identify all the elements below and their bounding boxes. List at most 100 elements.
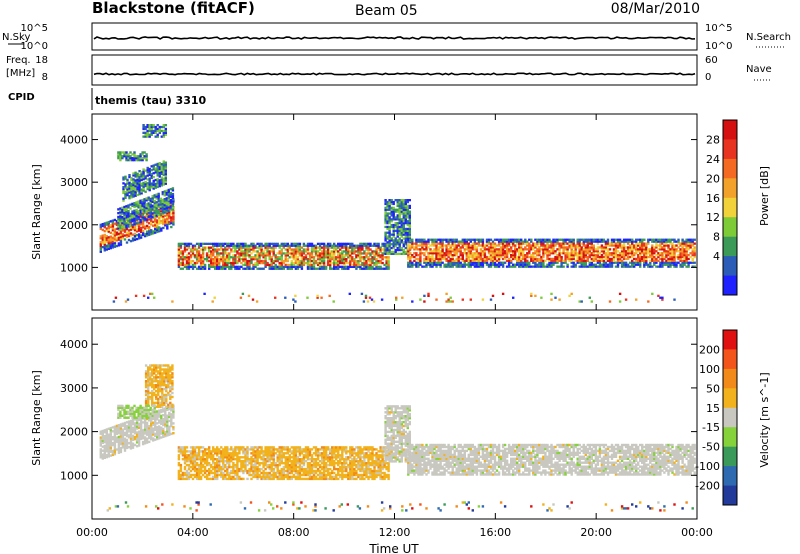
echo-cell [181,258,185,261]
echo-cell [564,238,567,241]
echo-cell [168,429,171,432]
echo-cell [380,298,384,301]
echo-cell [566,238,569,241]
echo-cell [651,244,654,247]
echo-cell [518,240,521,243]
echo-cell [129,445,133,448]
echo-cell [125,224,128,227]
echo-cell [337,263,340,267]
echo-cell [324,250,328,253]
echo-cell [148,415,151,418]
echo-cell [246,248,249,251]
echo-cell [141,435,145,438]
echo-cell [381,267,384,270]
echo-cell [163,190,166,193]
echo-cell [99,450,102,453]
echo-cell [151,212,154,215]
echo-cell [320,254,324,257]
echo-cell [125,421,129,424]
echo-cell [258,259,261,263]
echo-cell [637,263,640,266]
echo-cell [540,242,543,245]
echo-cell [137,227,141,230]
echo-cell [457,261,460,264]
echo-cell [149,382,152,385]
echo-cell [117,221,120,224]
echo-cell [242,254,245,257]
echo-cell [99,432,102,435]
echo-cell [109,243,112,246]
echo-cell [398,199,401,202]
echo-cell [411,238,414,241]
echo-cell [270,246,273,249]
echo-cell [685,250,688,253]
echo-cell [386,202,389,206]
echo-cell [244,267,247,270]
echo-cell [170,218,173,221]
echo-cell [165,189,168,192]
echo-cell [512,244,515,247]
echo-cell [228,256,231,259]
echo-cell [445,246,448,249]
echo-cell [653,250,656,253]
echo-cell [150,182,153,185]
echo-cell [145,153,148,156]
echo-cell [141,218,144,221]
echo-cell [471,263,474,266]
echo-cell [232,258,235,261]
echo-cell [554,242,557,245]
echo-cell [122,187,125,191]
echo-cell [121,229,125,232]
echo-cell [155,368,158,371]
echo-cell [201,256,205,259]
echo-cell [252,246,255,249]
echo-cell [296,256,300,259]
echo-cell [143,428,147,431]
echo-cell [407,265,410,268]
echo-cell [158,175,161,178]
echo-cell [495,259,499,262]
echo-cell [554,261,557,264]
echo-cell [544,265,547,268]
echo-cell [659,254,662,257]
echo-cell [105,227,108,230]
echo-cell [439,265,442,268]
echo-cell [568,254,571,257]
echo-cell [148,187,151,190]
echo-cell [234,267,237,270]
echo-cell [142,124,145,127]
echo-cell [168,419,171,423]
echo-cell [148,179,151,182]
echo-cell [172,426,175,429]
echo-cell [538,259,541,262]
echo-cell [117,437,121,441]
echo-cell [415,252,418,255]
echo-cell [181,263,185,267]
echo-cell [419,240,422,243]
echo-cell [335,258,338,261]
echo-cell [129,447,133,450]
echo-cell [197,254,201,257]
echo-cell [164,409,167,412]
echo-cell [136,188,139,191]
echo-cell [461,240,464,243]
echo-cell [169,207,172,210]
echo-cell [119,157,122,160]
echo-cell [659,265,662,268]
echo-cell [463,259,466,262]
echo-cell [552,259,555,262]
echo-cell [447,250,450,253]
echo-cell [624,254,628,257]
echo-cell [384,220,387,223]
echo-cell [308,259,312,263]
echo-cell [461,246,464,249]
echo-cell [127,229,131,232]
echo-cell [232,242,235,245]
echo-cell [501,242,505,245]
echo-cell [677,250,680,253]
echo-cell [248,250,251,253]
echo-cell [477,240,481,243]
echo-cell [402,233,405,236]
echo-cell [146,174,149,177]
echo-cell [459,257,462,261]
